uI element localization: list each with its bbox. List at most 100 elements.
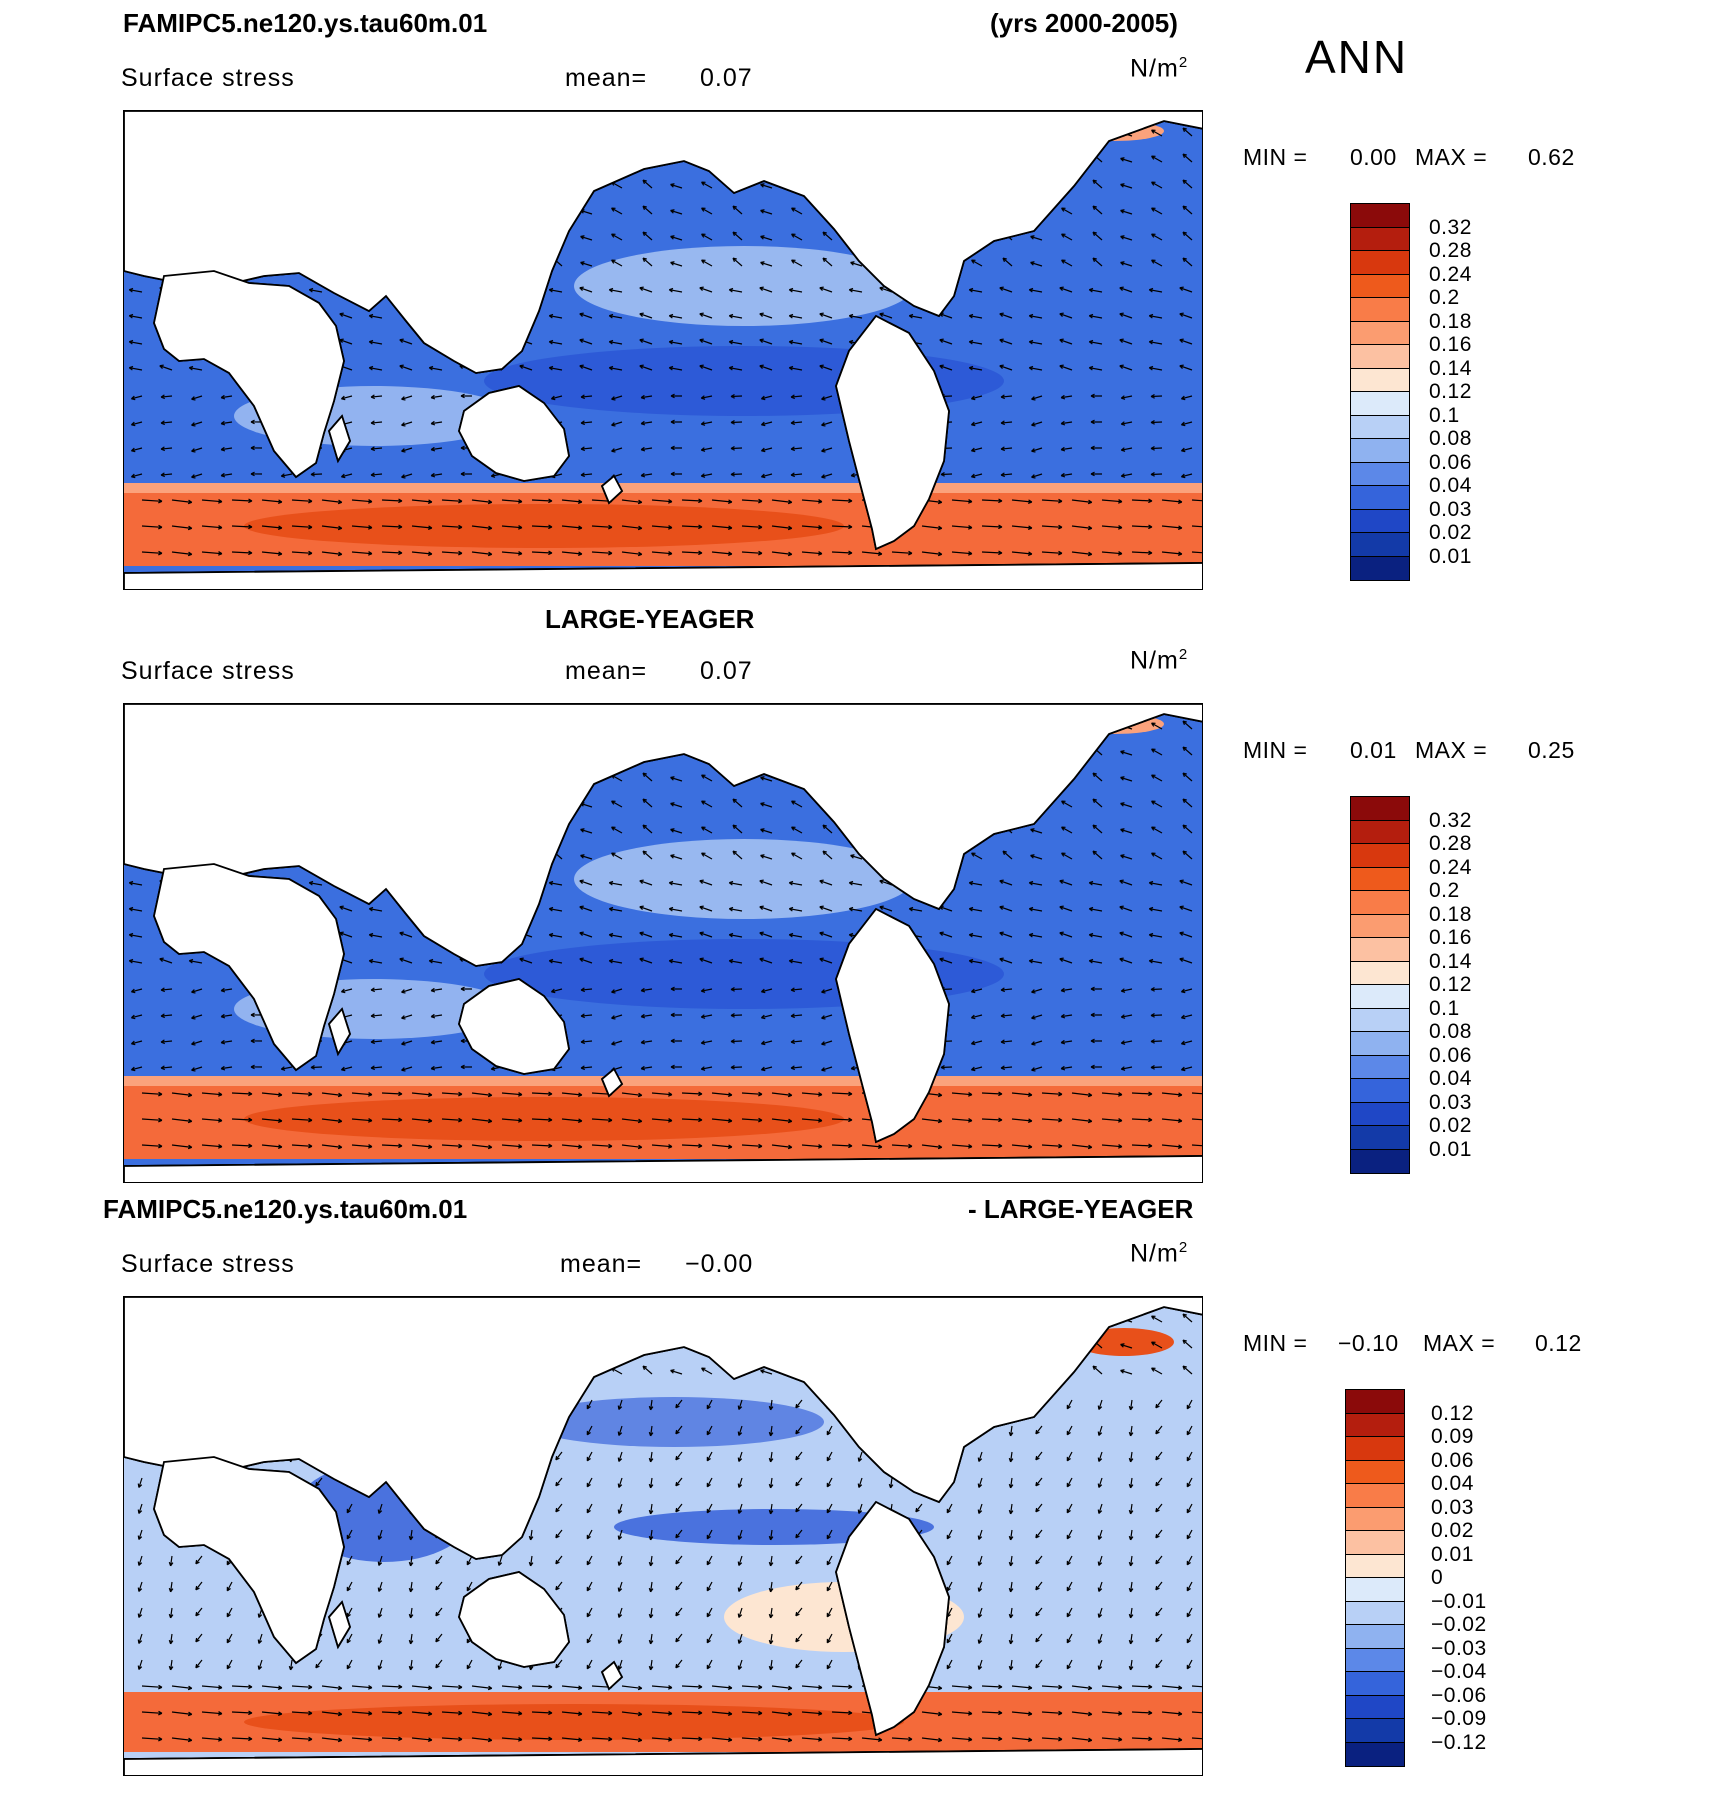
stress-arrow (971, 852, 983, 860)
stress-arrow (141, 524, 163, 530)
stress-arrow (1180, 1040, 1193, 1046)
stress-arrow (741, 1684, 763, 1690)
stress-arrow (1151, 181, 1163, 189)
stress-arrow (1066, 1581, 1073, 1592)
stress-arrow (399, 957, 413, 964)
stress-arrow (939, 957, 953, 964)
stress-arrow (550, 988, 563, 994)
stress-arrow (795, 1503, 803, 1513)
stress-arrow (1155, 1555, 1163, 1565)
stress-arrow (1131, 1117, 1153, 1123)
stress-arrow (1088, 906, 1103, 912)
stress-arrow (819, 338, 833, 345)
stress-arrow (611, 447, 623, 453)
stress-arrow (128, 958, 143, 964)
stress-arrow (1088, 880, 1103, 886)
stress-arrow (1151, 129, 1163, 137)
stress-arrow (160, 420, 173, 426)
stress-arrow (1186, 1529, 1193, 1540)
stress-arrow (561, 1737, 583, 1743)
stress-arrow (921, 551, 943, 557)
stress-arrow (137, 1503, 143, 1514)
panel1-field: Surface stress (121, 64, 295, 92)
stress-arrow (168, 1581, 174, 1593)
stress-arrow (1180, 447, 1193, 453)
stress-arrow (1148, 958, 1163, 964)
stress-arrow (675, 1555, 683, 1565)
stress-arrow (291, 1143, 313, 1149)
stress-arrow (648, 1633, 654, 1645)
stress-arrow (1180, 1014, 1193, 1020)
stress-arrow (471, 499, 493, 505)
stress-arrow (351, 1092, 373, 1097)
stress-arrow (1071, 1092, 1093, 1098)
stress-arrow (795, 1399, 803, 1409)
stress-arrow (617, 1633, 623, 1644)
stress-arrow (548, 365, 563, 371)
stress-arrow (128, 932, 143, 938)
stress-arrow (1120, 1343, 1133, 1349)
stress-arrow (801, 551, 823, 556)
stress-arrow (706, 1555, 713, 1566)
stress-arrow (730, 1013, 743, 1018)
stress-arrow (1066, 1555, 1073, 1566)
storm-track-edge (124, 1076, 1202, 1086)
stress-arrow (1090, 445, 1103, 451)
stress-arrow (191, 1014, 203, 1020)
stress-arrow (1041, 1143, 1063, 1149)
stress-arrow (768, 1477, 774, 1489)
stress-arrow (346, 1659, 353, 1670)
stress-arrow (128, 339, 143, 345)
stress-arrow (220, 394, 233, 400)
stress-arrow (977, 1581, 983, 1592)
stress-arrow (760, 235, 773, 241)
stress-arrow (191, 988, 203, 994)
stress-arrow (370, 987, 383, 993)
stress-arrow (675, 1451, 683, 1461)
colorbar-swatch (1351, 204, 1409, 228)
panel2-max-value: 0.25 (1528, 737, 1575, 763)
stress-arrow (519, 364, 533, 371)
stress-arrow (1180, 988, 1193, 994)
stress-arrow (768, 1659, 774, 1671)
stress-arrow (561, 1118, 583, 1124)
stress-arrow (1090, 1038, 1103, 1044)
stress-arrow (819, 957, 833, 964)
stress-arrow (681, 1736, 703, 1742)
stress-arrow (621, 499, 643, 505)
stress-arrow (171, 525, 193, 531)
stress-arrow (699, 879, 713, 886)
stress-arrow (1092, 772, 1103, 782)
stress-arrow (639, 905, 653, 912)
stress-arrow (728, 287, 743, 293)
stress-arrow (1088, 287, 1103, 293)
stress-arrow (790, 1039, 803, 1045)
stress-arrow (171, 499, 193, 505)
stress-arrow (801, 1711, 823, 1716)
stress-arrow (1097, 1633, 1103, 1644)
stress-arrow (381, 1143, 403, 1149)
land-outline (835, 1500, 950, 1737)
colorbar-swatch (1351, 321, 1409, 345)
stress-arrow (699, 931, 713, 938)
stress-arrow (768, 1451, 774, 1463)
stress-arrow (261, 1685, 283, 1691)
stress-arrow (670, 1369, 683, 1375)
stress-arrow (1000, 446, 1013, 452)
stress-arrow (580, 1039, 593, 1045)
stress-arrow (471, 1144, 493, 1150)
stress-arrow (201, 1144, 223, 1149)
stress-arrow (460, 1064, 473, 1070)
colorbar-label: 0.28 (1429, 239, 1472, 262)
stress-arrow (879, 312, 893, 319)
stress-arrow (160, 1065, 173, 1071)
stress-arrow (821, 447, 833, 453)
stress-arrow (561, 525, 583, 531)
stress-arrow (435, 1633, 443, 1643)
colorbar-label: 0.12 (1431, 1401, 1474, 1425)
stress-arrow (706, 1477, 713, 1488)
stress-arrow (1101, 1711, 1123, 1716)
panel3-map-svg (124, 1297, 1202, 1775)
land-outline (124, 1155, 1202, 1182)
stress-arrow (1148, 932, 1163, 938)
